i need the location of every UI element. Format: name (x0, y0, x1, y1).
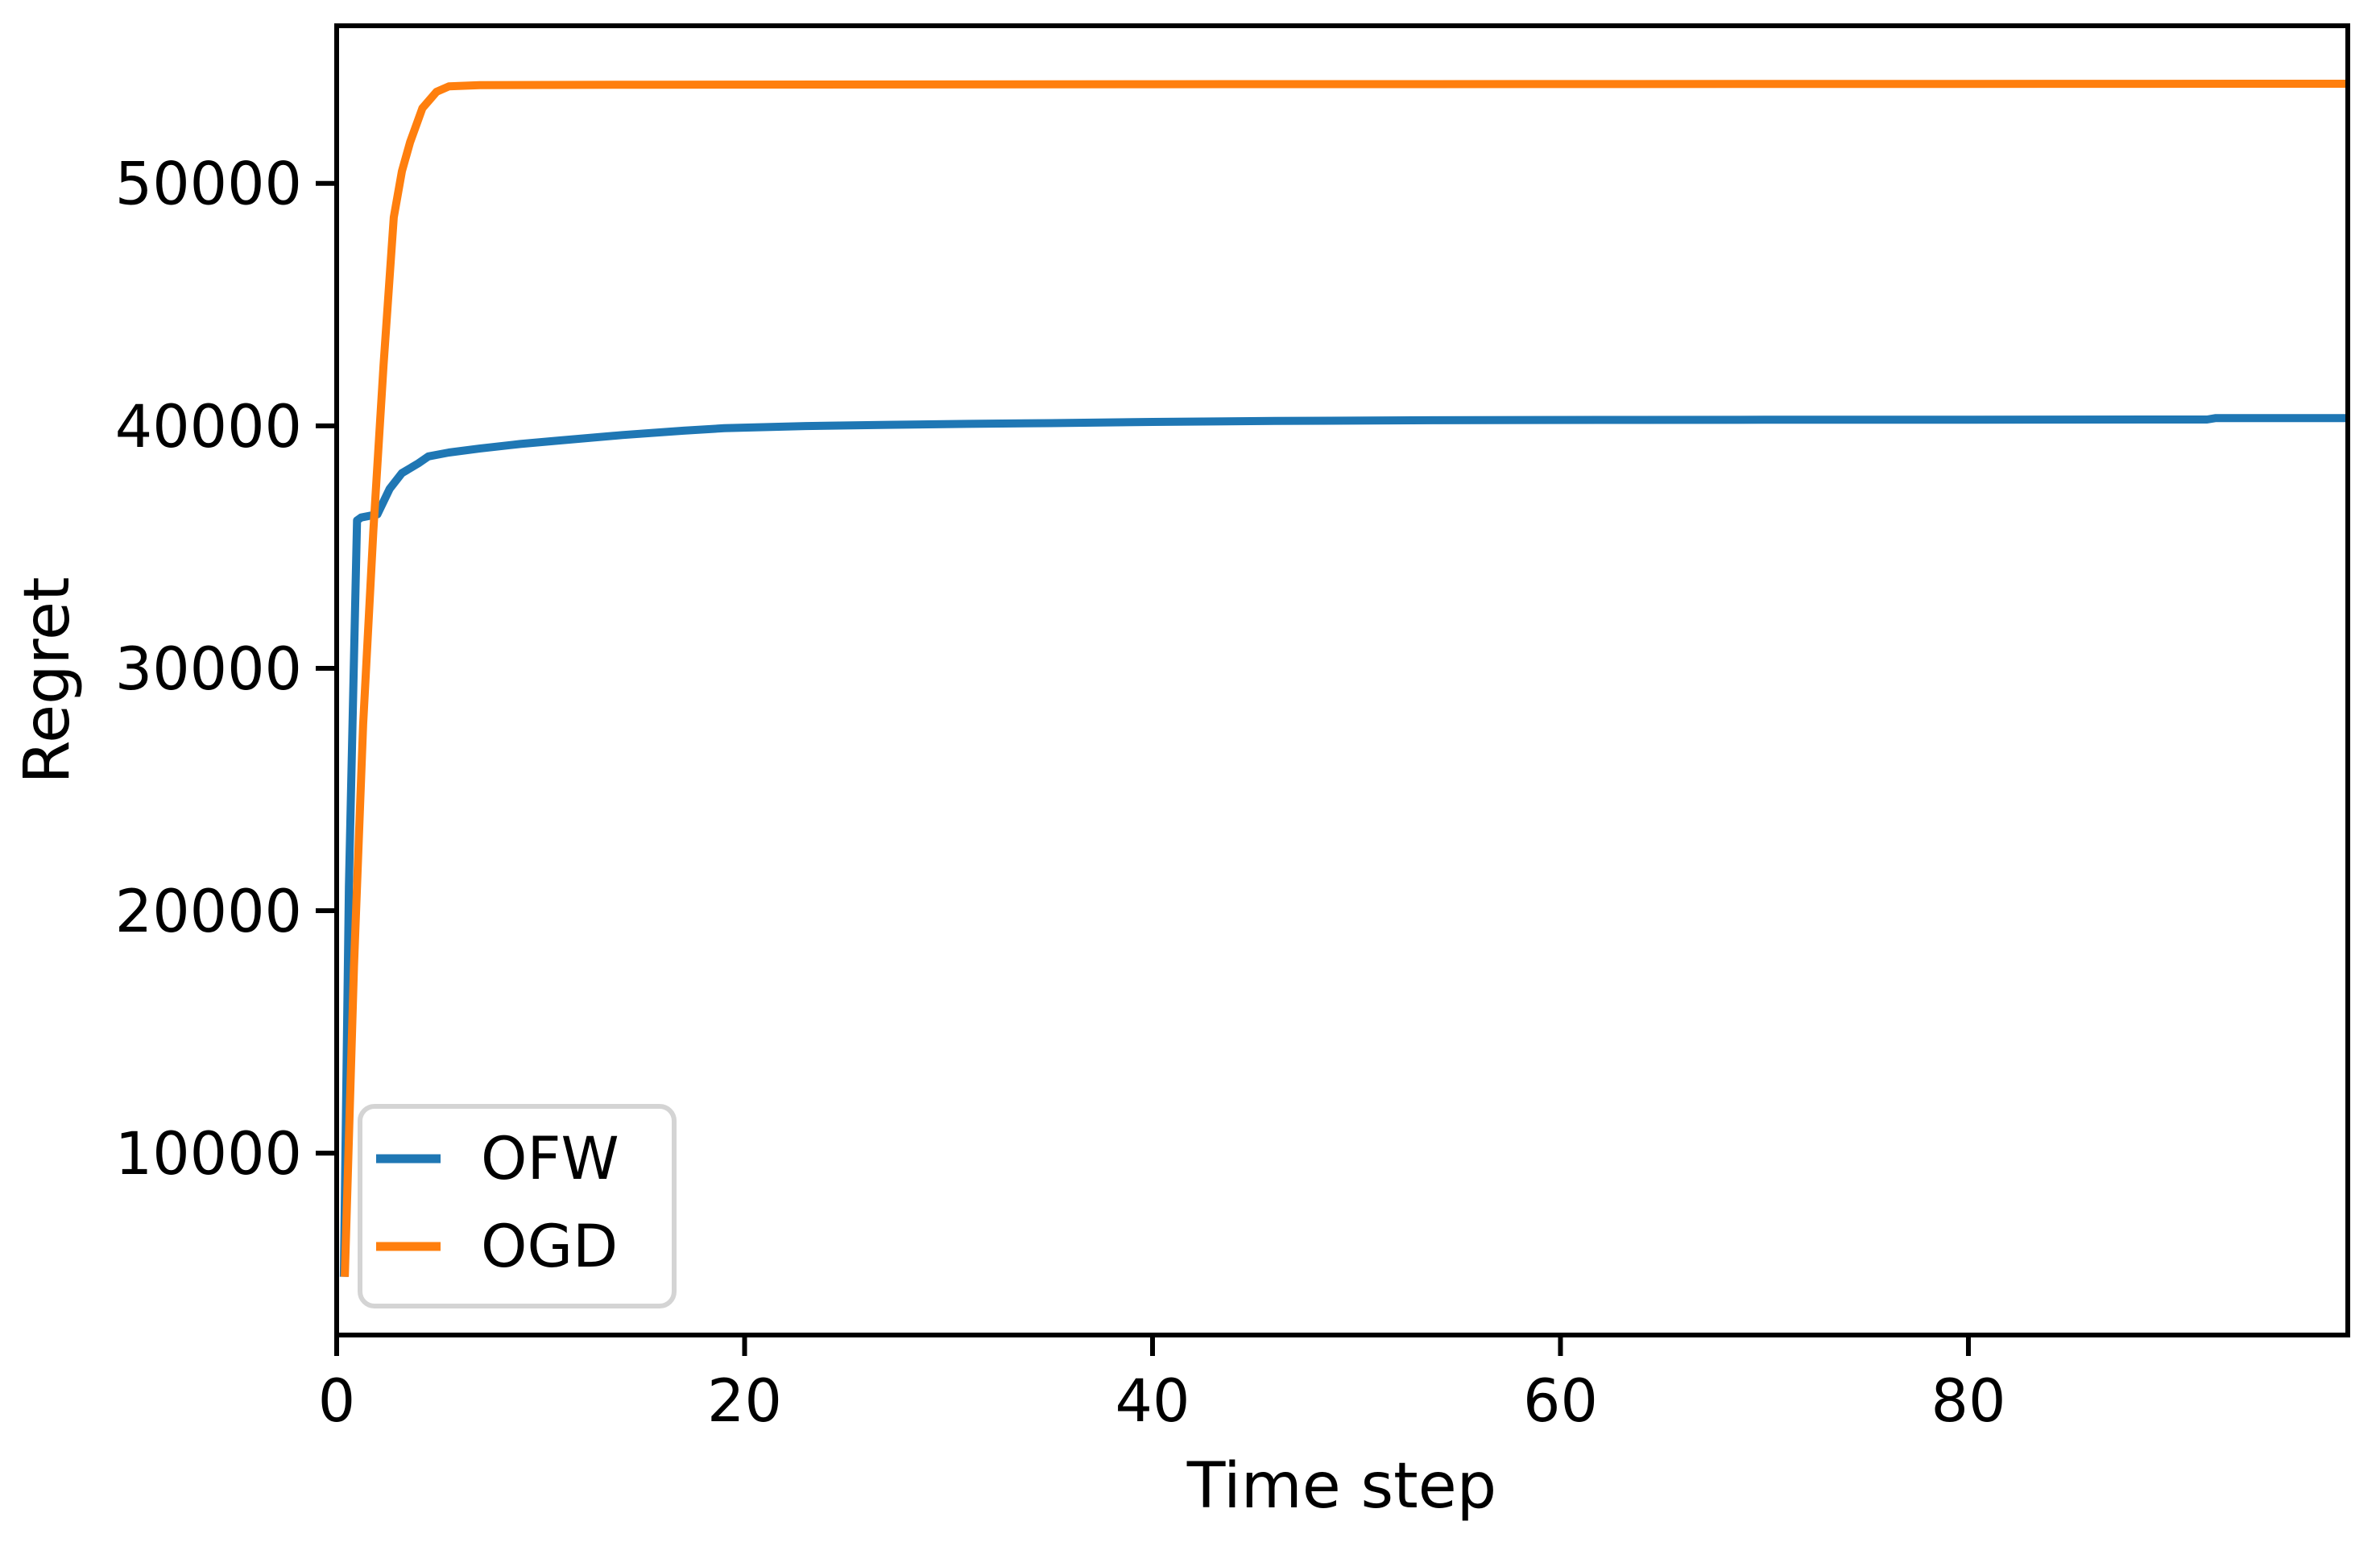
y-tick-label: 10000 (115, 1120, 302, 1188)
y-tick-label: 20000 (115, 878, 302, 946)
legend-label-ogd: OGD (481, 1213, 618, 1281)
y-tick-label: 40000 (115, 393, 302, 461)
x-tick-label: 40 (1115, 1367, 1190, 1436)
x-tick-label: 0 (318, 1367, 355, 1436)
ofw-line (339, 414, 2348, 1277)
plot-frame (334, 23, 2350, 1337)
ogd-line (341, 80, 2348, 1277)
x-tick-label: 80 (1931, 1367, 2006, 1436)
series-group (339, 80, 2348, 1277)
axes-ticks: 0 20 40 60 80 10000 20000 30000 40000 50000 (115, 151, 2006, 1436)
legend-label-ofw: OFW (481, 1125, 619, 1193)
legend: OFW OGD (358, 1104, 677, 1308)
y-tick-label: 30000 (115, 635, 302, 704)
x-tick-label: 60 (1523, 1367, 1598, 1436)
x-tick-label: 20 (707, 1367, 782, 1436)
y-tick-label: 50000 (115, 151, 302, 219)
y-axis-label: Regret (11, 577, 84, 783)
x-axis-label: Time step (1186, 1450, 1496, 1523)
